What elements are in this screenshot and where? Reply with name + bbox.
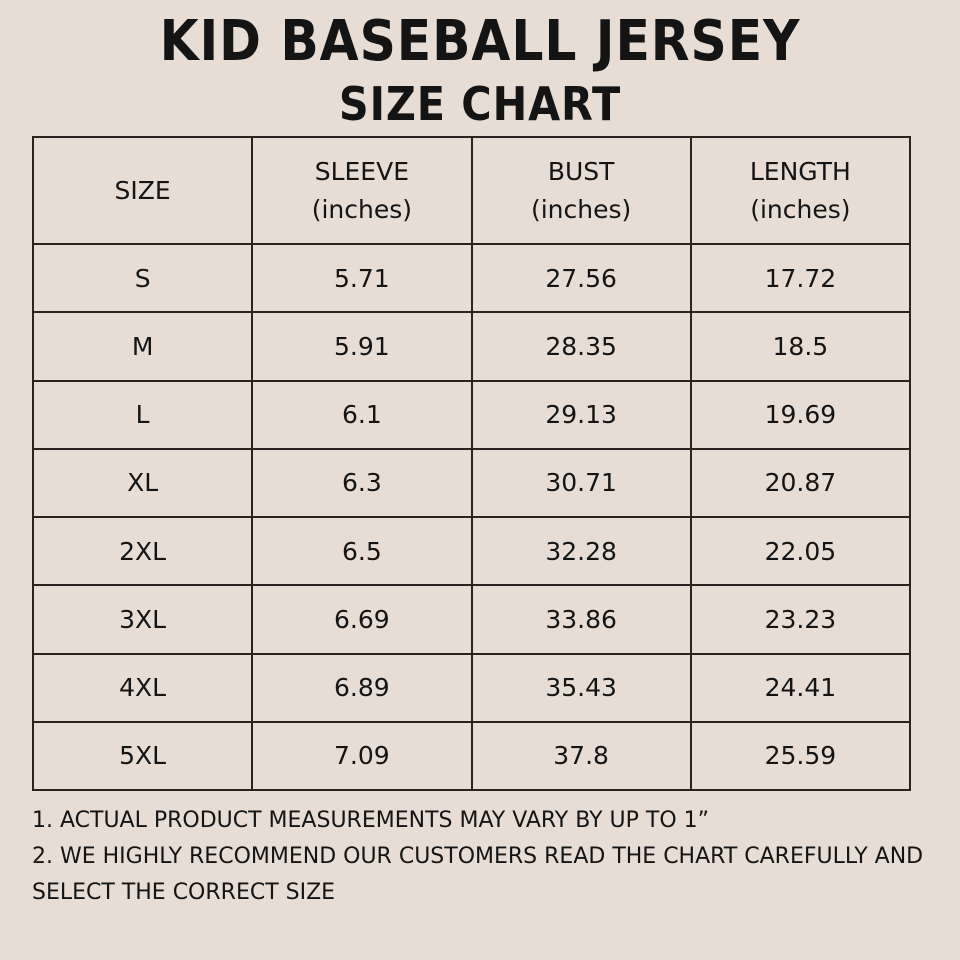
table-cell: 35.43 [470, 652, 692, 723]
table-row: S 5.71 27.56 17.72 [31, 242, 912, 314]
table-cell: 24.41 [689, 652, 912, 723]
table-cell: 7.09 [251, 720, 473, 792]
table-row: XL 6.3 30.71 20.87 [31, 447, 912, 519]
table-header-row: SIZE SLEEVE (inches) BUST (inches) LENGTH (inc… [31, 136, 912, 245]
column-header: SLEEVE (inches) [251, 136, 473, 245]
table-cell: 23.23 [689, 584, 912, 655]
table-cell: 20.87 [689, 447, 912, 519]
table-cell: 5XL [31, 720, 254, 792]
table-cell: XL [31, 447, 254, 519]
table-row: L 6.1 29.13 19.69 [31, 379, 912, 450]
table-cell: 2XL [31, 515, 254, 587]
column-header: LENGTH (inches) [689, 136, 912, 245]
table-cell: 37.8 [470, 720, 692, 792]
table-cell: 28.35 [470, 311, 692, 382]
table-row: 3XL 6.69 33.86 23.23 [31, 584, 912, 655]
table-cell: 6.89 [251, 652, 473, 723]
table-cell: 22.05 [689, 515, 912, 587]
table-cell: 30.71 [470, 447, 692, 519]
table-row: 4XL 6.89 35.43 24.41 [31, 652, 912, 723]
table-cell: 5.91 [251, 311, 473, 382]
column-header: BUST (inches) [470, 136, 692, 245]
column-header: SIZE [31, 136, 254, 245]
column-header-label: BUST [547, 156, 615, 186]
table-cell: 3XL [31, 584, 254, 655]
column-header-unit: (inches) [530, 194, 632, 224]
table-cell: L [31, 379, 254, 450]
table-cell: 18.5 [689, 311, 912, 382]
table-cell: 5.71 [251, 242, 473, 314]
table-cell: 27.56 [470, 242, 692, 314]
table-cell: 4XL [31, 652, 254, 723]
notes: 1. ACTUAL PRODUCT MEASUREMENTS MAY VARY … [32, 803, 942, 911]
table-cell: 17.72 [689, 242, 912, 314]
table-row: 5XL 7.09 37.8 25.59 [31, 720, 912, 792]
column-header-label: SLEEVE [314, 156, 410, 186]
table-cell: 6.3 [251, 447, 473, 519]
table-cell: 19.69 [689, 379, 912, 450]
page-subtitle: SIZE CHART [338, 77, 622, 131]
table-cell: 25.59 [689, 720, 912, 792]
table-row: 2XL 6.5 32.28 22.05 [31, 515, 912, 587]
size-chart-table: SIZE SLEEVE (inches) BUST (inches) LENGTH (inc… [31, 136, 912, 792]
table-cell: S [31, 242, 254, 314]
table-cell: 29.13 [470, 379, 692, 450]
table-row: M 5.91 28.35 18.5 [31, 311, 912, 382]
note-1: 1. ACTUAL PRODUCT MEASUREMENTS MAY VARY … [32, 808, 710, 833]
table-cell: M [31, 311, 254, 382]
table-cell: 6.5 [251, 515, 473, 587]
table-cell: 6.1 [251, 379, 473, 450]
column-header-unit: (inches) [311, 194, 413, 224]
table-cell: 33.86 [470, 584, 692, 655]
column-header-unit: (inches) [750, 194, 851, 224]
column-header-label: SIZE [114, 175, 171, 205]
table-cell: 32.28 [470, 515, 692, 587]
page-title: KID BASEBALL JERSEY [159, 9, 801, 74]
table-cell: 6.69 [251, 584, 473, 655]
note-2: 2. WE HIGHLY RECOMMEND OUR CUSTOMERS REA… [32, 844, 924, 905]
column-header-label: LENGTH [749, 156, 851, 186]
